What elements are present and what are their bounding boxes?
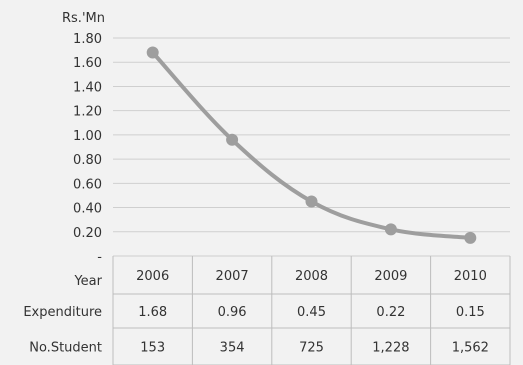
x-category-label: 2006	[136, 269, 169, 284]
y-tick-labels: - 0.20 0.40 0.60 0.80 1.00 1.20 1.40 1.60 1.80	[73, 32, 102, 265]
data-point	[146, 46, 159, 59]
table-cell: 1.68	[138, 305, 167, 320]
table-cell: 725	[299, 341, 324, 356]
y-tick-label: 0.40	[73, 202, 102, 217]
y-tick-label: 1.80	[73, 32, 102, 47]
gridlines	[113, 37, 510, 257]
table-cell: 1,228	[372, 341, 409, 356]
table-cell: 153	[140, 341, 165, 356]
table-header-label: Year	[73, 274, 102, 289]
data-point	[305, 195, 318, 208]
y-tick-label: 1.60	[73, 56, 102, 71]
data-table: Year 2006 2007 2008 2009 2010 Expenditure 1.68 0…	[23, 256, 511, 365]
data-point	[464, 231, 477, 244]
x-category-label: 2009	[374, 269, 407, 284]
y-tick-label: 1.20	[73, 105, 102, 120]
x-category-label: 2007	[216, 269, 249, 284]
table-cell: 0.22	[376, 305, 405, 320]
x-category-label: 2008	[295, 269, 328, 284]
y-tick-label: 1.40	[73, 80, 102, 95]
table-cell: 1,562	[452, 341, 489, 356]
series-line	[150, 50, 473, 240]
table-row-label: No.Student	[29, 341, 102, 356]
y-axis-label: Rs.'Mn	[62, 11, 105, 26]
table-cell: 0.15	[456, 305, 485, 320]
table-cell: 0.96	[218, 305, 247, 320]
y-tick-label: 0.60	[73, 177, 102, 192]
table-cell: 0.45	[297, 305, 326, 320]
x-category-label: 2010	[454, 269, 487, 284]
data-points	[146, 46, 477, 244]
y-tick-label: 0.80	[73, 153, 102, 168]
table-cell: 354	[220, 341, 245, 356]
y-tick-label: 1.00	[73, 129, 102, 144]
series-lines	[150, 50, 473, 240]
data-point	[384, 223, 397, 236]
y-tick-label: -	[97, 250, 102, 265]
y-tick-label: 0.20	[73, 226, 102, 241]
table-row-label: Expenditure	[23, 305, 102, 320]
data-point	[226, 133, 239, 146]
